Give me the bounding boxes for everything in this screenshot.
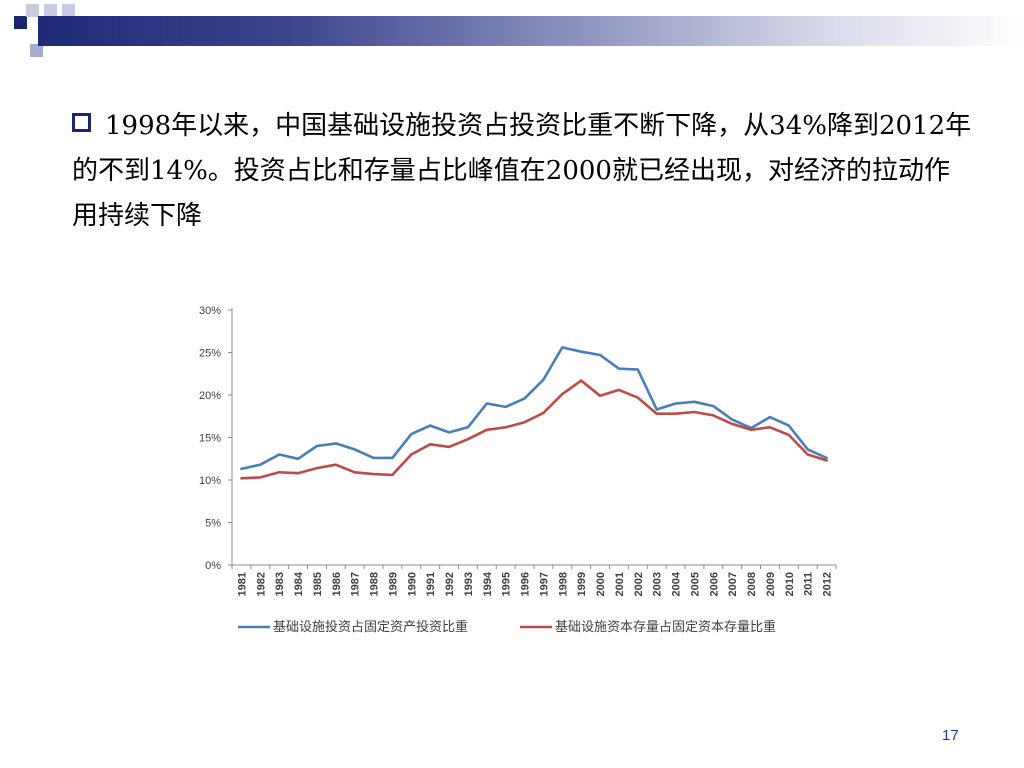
y-tick-label: 20% bbox=[199, 390, 221, 402]
slide-bullet: 1998年以来，中国基础设施投资占投资比重不断下降，从34%降到2012年的不到… bbox=[72, 104, 972, 239]
chart-series bbox=[240, 346, 828, 480]
deco-square-dark bbox=[14, 16, 27, 29]
chart-axes: 0% 5% 10% 15% 20% 25% 30% 1981 1982 1983 1984 1985 1… bbox=[199, 305, 837, 596]
y-tick-label: 30% bbox=[199, 305, 221, 317]
x-tick-label: 1991 bbox=[425, 572, 437, 596]
x-tick-label: 2004 bbox=[671, 571, 683, 596]
x-tick-label: 1997 bbox=[538, 572, 550, 596]
x-tick-label: 1983 bbox=[274, 572, 286, 596]
x-tick-label: 2008 bbox=[746, 572, 758, 596]
x-tick-label: 2006 bbox=[708, 572, 720, 596]
y-tick-label: 0% bbox=[205, 560, 221, 572]
x-tick-label: 1990 bbox=[406, 572, 418, 596]
series-line-1 bbox=[240, 346, 828, 471]
x-tick-label: 1985 bbox=[312, 572, 324, 596]
x-tick-label: 2000 bbox=[595, 572, 607, 596]
x-tick-label: 2012 bbox=[822, 572, 834, 596]
line-chart: 0% 5% 10% 15% 20% 25% 30% 1981 1982 1983 1984 1985 1… bbox=[199, 305, 837, 635]
x-tick-label: 1982 bbox=[255, 572, 267, 596]
page-number: 17 bbox=[942, 727, 959, 744]
x-tick-label: 1995 bbox=[501, 572, 513, 596]
legend-label-2: 基础设施资本存量占固定资本存量比重 bbox=[555, 619, 776, 635]
y-tick-label: 15% bbox=[199, 433, 221, 445]
x-tick-label: 1998 bbox=[557, 572, 569, 596]
deco-square-light bbox=[44, 4, 57, 17]
bullet-text: 1998年以来，中国基础设施投资占投资比重不断下降，从34%降到2012年的不到… bbox=[72, 111, 972, 231]
deco-square-mid bbox=[30, 44, 43, 57]
x-tick-label: 2001 bbox=[614, 572, 626, 596]
x-tick-label: 1988 bbox=[369, 572, 381, 596]
y-tick-label: 25% bbox=[199, 348, 221, 360]
slide-title-band bbox=[38, 16, 1024, 46]
legend-label-1: 基础设施投资占固定资产投资比重 bbox=[273, 619, 468, 635]
x-tick-label: 2007 bbox=[727, 572, 739, 596]
x-tick-label: 1992 bbox=[444, 572, 456, 596]
x-tick-label: 1994 bbox=[482, 571, 494, 596]
x-tick-label: 1984 bbox=[293, 571, 305, 596]
x-tick-label: 1986 bbox=[331, 572, 343, 596]
x-tick-label: 2010 bbox=[784, 572, 796, 596]
x-tick-label: 1987 bbox=[350, 572, 362, 596]
x-tick-label: 1993 bbox=[463, 572, 475, 596]
x-tick-label: 1996 bbox=[520, 572, 532, 596]
x-tick-label: 1981 bbox=[236, 572, 248, 596]
y-tick-label: 10% bbox=[199, 475, 221, 487]
y-tick-label: 5% bbox=[205, 518, 221, 530]
bullet-square-icon bbox=[72, 113, 91, 132]
x-tick-label: 2009 bbox=[765, 572, 777, 596]
x-tick-label: 1989 bbox=[387, 572, 399, 596]
deco-square-light bbox=[62, 4, 75, 17]
x-tick-label: 2005 bbox=[689, 572, 701, 596]
x-tick-label: 2002 bbox=[633, 572, 645, 596]
x-tick-label: 2003 bbox=[652, 572, 664, 596]
deco-square-light bbox=[26, 4, 39, 17]
x-tick-label: 1999 bbox=[576, 572, 588, 596]
slide-corner-decoration bbox=[14, 4, 75, 57]
x-tick-label: 2011 bbox=[803, 572, 815, 596]
series-line-2 bbox=[240, 379, 828, 480]
chart-legend: 基础设施投资占固定资产投资比重 基础设施资本存量占固定资本存量比重 bbox=[238, 619, 776, 635]
